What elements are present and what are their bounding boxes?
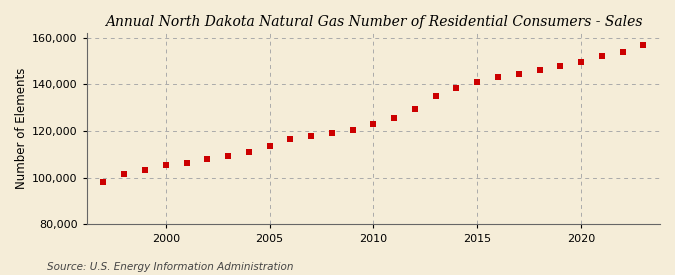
Title: Annual North Dakota Natural Gas Number of Residential Consumers - Sales: Annual North Dakota Natural Gas Number o…	[105, 15, 642, 29]
Point	[410, 107, 421, 111]
Point	[555, 64, 566, 68]
Point	[576, 60, 587, 64]
Point	[119, 172, 130, 177]
Point	[514, 72, 524, 76]
Point	[327, 131, 338, 136]
Point	[534, 68, 545, 73]
Point	[617, 50, 628, 54]
Point	[285, 137, 296, 141]
Point	[264, 144, 275, 148]
Point	[161, 163, 171, 167]
Point	[181, 160, 192, 165]
Point	[389, 116, 400, 120]
Point	[638, 42, 649, 47]
Point	[244, 150, 254, 154]
Point	[472, 80, 483, 84]
Point	[98, 180, 109, 185]
Point	[223, 153, 234, 158]
Point	[140, 167, 151, 172]
Point	[368, 122, 379, 126]
Point	[347, 128, 358, 132]
Point	[306, 134, 317, 138]
Point	[597, 54, 608, 59]
Point	[451, 86, 462, 90]
Text: Source: U.S. Energy Information Administration: Source: U.S. Energy Information Administ…	[47, 262, 294, 272]
Point	[202, 157, 213, 161]
Point	[493, 75, 504, 79]
Y-axis label: Number of Elements: Number of Elements	[15, 68, 28, 189]
Point	[430, 94, 441, 98]
